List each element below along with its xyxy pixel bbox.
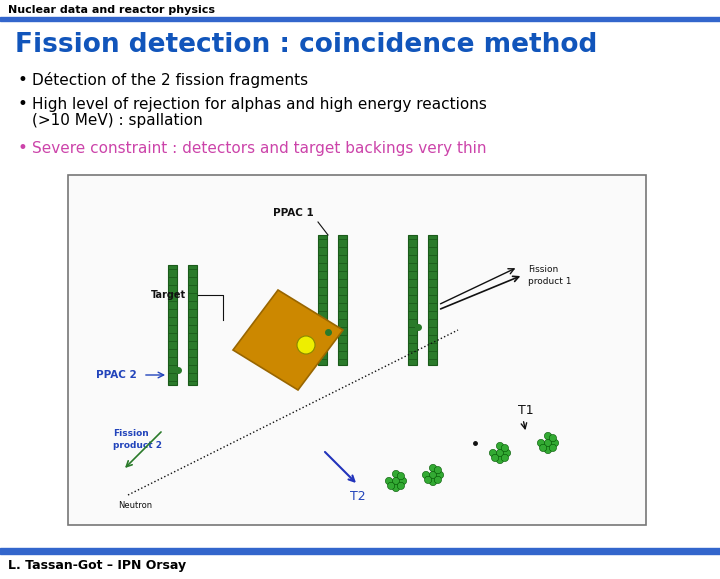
Circle shape xyxy=(436,471,444,479)
Text: Target: Target xyxy=(150,290,186,300)
Circle shape xyxy=(423,471,430,479)
Text: Severe constraint : detectors and target backings very thin: Severe constraint : detectors and target… xyxy=(32,141,487,156)
Circle shape xyxy=(496,442,504,450)
Circle shape xyxy=(501,445,508,452)
Circle shape xyxy=(429,464,436,472)
Polygon shape xyxy=(233,290,343,390)
Circle shape xyxy=(385,477,392,485)
Text: High level of rejection for alphas and high energy reactions: High level of rejection for alphas and h… xyxy=(32,97,487,112)
Bar xyxy=(318,235,327,365)
Circle shape xyxy=(429,478,436,486)
Text: PPAC 2: PPAC 2 xyxy=(96,370,137,380)
Bar xyxy=(0,554,720,579)
Text: Fission detection : coincidence method: Fission detection : coincidence method xyxy=(15,32,598,58)
Circle shape xyxy=(297,336,315,354)
Circle shape xyxy=(496,456,504,464)
Circle shape xyxy=(544,446,552,453)
Bar xyxy=(338,235,347,365)
Bar xyxy=(188,265,197,385)
Circle shape xyxy=(397,482,405,489)
Text: •: • xyxy=(18,71,28,89)
Bar xyxy=(0,548,720,554)
Text: L. Tassan-Got – IPN Orsay: L. Tassan-Got – IPN Orsay xyxy=(8,559,186,573)
Circle shape xyxy=(434,467,441,474)
Text: •: • xyxy=(18,139,28,157)
Circle shape xyxy=(492,455,499,461)
Text: product 1: product 1 xyxy=(528,277,572,287)
Circle shape xyxy=(429,471,436,479)
Circle shape xyxy=(544,433,552,439)
Circle shape xyxy=(387,482,395,489)
Bar xyxy=(0,17,720,21)
Text: T1: T1 xyxy=(518,404,534,416)
Circle shape xyxy=(503,449,510,457)
Bar xyxy=(408,235,417,365)
Circle shape xyxy=(392,470,400,478)
Bar xyxy=(68,175,646,525)
Circle shape xyxy=(549,444,557,452)
Circle shape xyxy=(490,449,497,457)
Text: Nuclear data and reactor physics: Nuclear data and reactor physics xyxy=(8,5,215,15)
Text: (>10 MeV) : spallation: (>10 MeV) : spallation xyxy=(32,112,203,127)
Text: Détection of the 2 fission fragments: Détection of the 2 fission fragments xyxy=(32,72,308,88)
Circle shape xyxy=(501,455,508,461)
Text: PPAC 1: PPAC 1 xyxy=(273,208,313,218)
Text: Neutron: Neutron xyxy=(118,500,152,510)
Circle shape xyxy=(549,434,557,442)
Circle shape xyxy=(392,485,400,492)
Circle shape xyxy=(392,477,400,485)
Circle shape xyxy=(400,477,407,485)
Circle shape xyxy=(496,449,504,457)
Circle shape xyxy=(434,477,441,483)
Circle shape xyxy=(537,439,544,446)
Circle shape xyxy=(544,439,552,446)
Circle shape xyxy=(425,477,432,483)
Text: Fission: Fission xyxy=(113,428,149,438)
Text: T2: T2 xyxy=(350,490,366,504)
Bar xyxy=(168,265,177,385)
Text: Fission: Fission xyxy=(528,266,558,274)
Text: product 2: product 2 xyxy=(113,441,162,449)
Bar xyxy=(428,235,437,365)
Text: •: • xyxy=(18,95,28,113)
Circle shape xyxy=(397,472,405,480)
Circle shape xyxy=(552,439,559,446)
Circle shape xyxy=(539,444,546,452)
